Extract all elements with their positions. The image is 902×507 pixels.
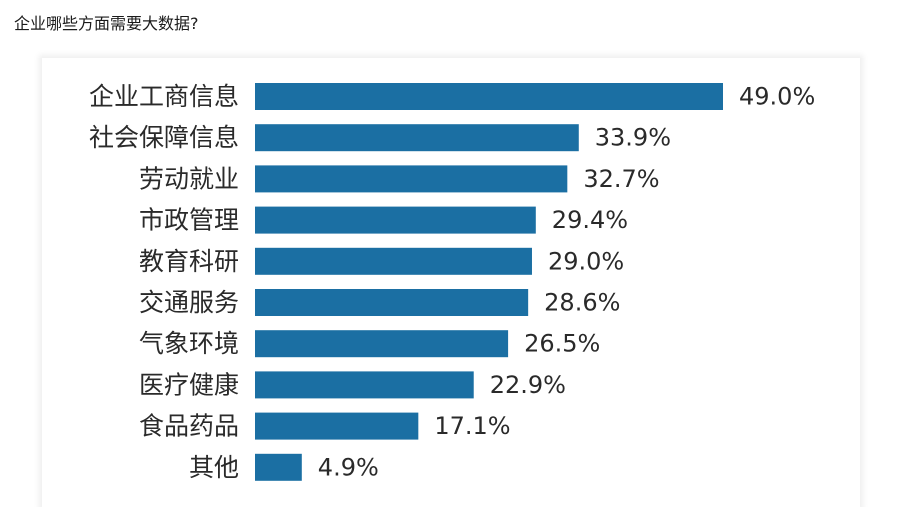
value-label: 49.0% [739, 83, 815, 111]
page-heading: 企业哪些方面需要大数据? [14, 14, 199, 33]
category-label: 交通服务 [139, 288, 239, 317]
value-label: 29.4% [552, 206, 628, 234]
category-label: 社会保障信息 [89, 123, 239, 152]
bar [255, 453, 302, 481]
category-label: 其他 [189, 453, 239, 482]
category-label: 劳动就业 [139, 164, 239, 193]
chart-panel: 企业工商信息 49.0% 社会保障信息 33.9% 劳动就业 32.7% 市政管理 29.4%… [42, 58, 860, 507]
bar [255, 412, 419, 440]
value-label: 29.0% [548, 247, 624, 275]
bar [255, 247, 532, 275]
bar [255, 330, 509, 358]
value-label: 33.9% [595, 124, 671, 152]
category-label: 企业工商信息 [89, 82, 239, 111]
bar [255, 206, 536, 234]
category-label: 气象环境 [139, 329, 239, 358]
category-label: 医疗健康 [139, 370, 239, 399]
bar [255, 83, 723, 110]
value-label: 17.1% [434, 412, 510, 440]
value-label: 28.6% [544, 289, 620, 317]
bar [255, 165, 568, 193]
category-label: 市政管理 [139, 206, 239, 235]
value-label: 22.9% [490, 371, 566, 399]
bar [255, 289, 529, 316]
value-label: 4.9% [318, 453, 379, 481]
bar [255, 371, 474, 399]
category-label: 教育科研 [139, 247, 239, 276]
category-label: 食品药品 [139, 412, 239, 441]
value-label: 26.5% [524, 330, 600, 358]
bar [255, 124, 579, 152]
bar-chart: 企业工商信息 49.0% 社会保障信息 33.9% 劳动就业 32.7% 市政管理 29.4%… [89, 82, 815, 482]
value-label: 32.7% [583, 165, 659, 193]
